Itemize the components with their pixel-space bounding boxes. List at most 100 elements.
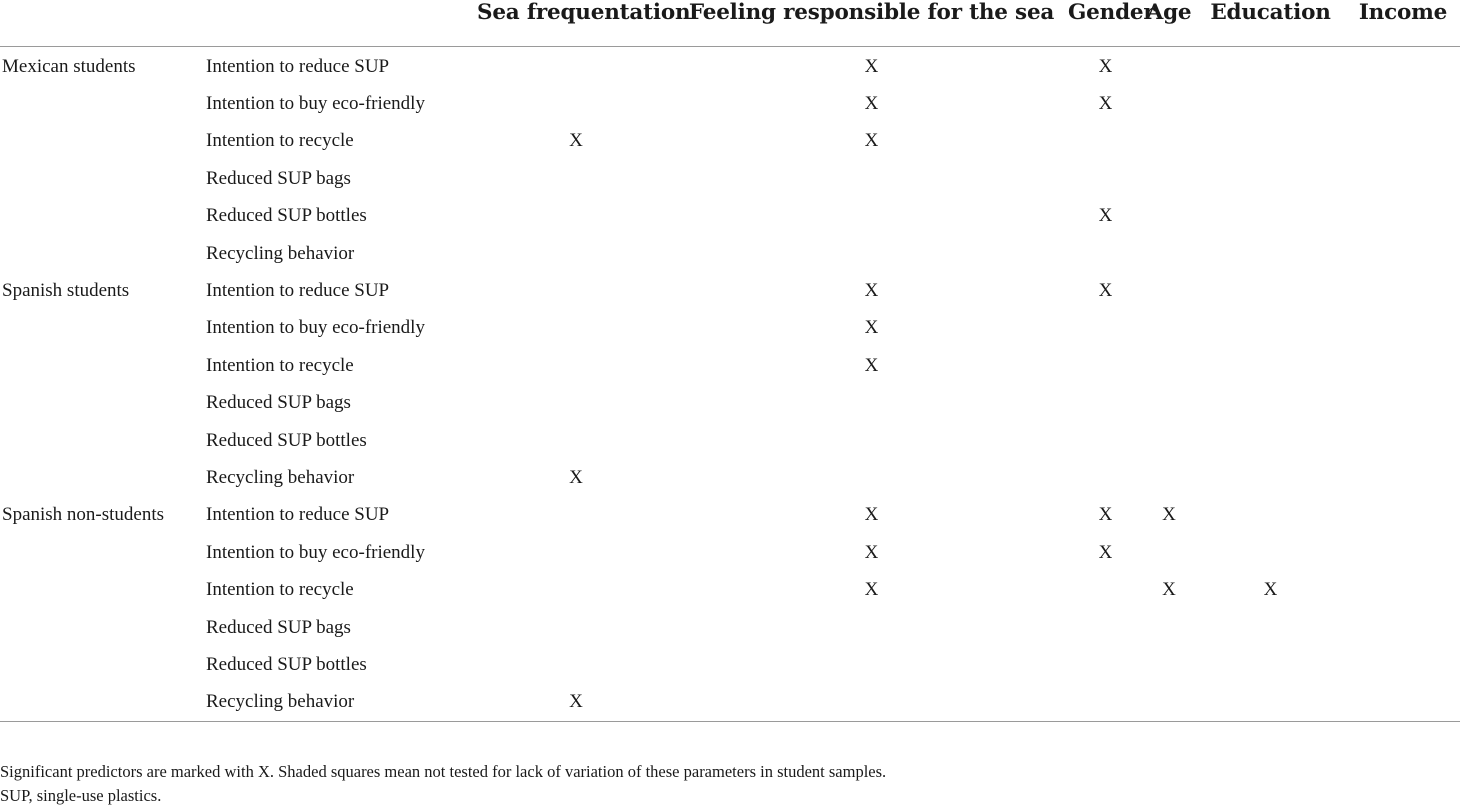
cell-age xyxy=(1143,385,1195,422)
header-age: Age xyxy=(1143,0,1195,47)
cell-sea-frequentation xyxy=(477,310,675,347)
row-outcome-label: Intention to reduce SUP xyxy=(206,55,390,77)
cell-gender: X xyxy=(1098,541,1113,563)
cell-sea-frequentation xyxy=(477,85,675,122)
cell-feeling-responsible: X xyxy=(864,504,879,526)
cell-gender: X xyxy=(1098,55,1113,77)
header-income: Income xyxy=(1346,0,1460,47)
cell-sea-frequentation: X xyxy=(477,683,675,723)
row-group-label xyxy=(0,571,206,608)
cell-sea-frequentation: X xyxy=(569,130,583,152)
table-row: Spanish students Intention to reduce SUP X… xyxy=(0,272,1460,309)
cell-feeling-responsible: X xyxy=(864,280,879,302)
cell-gender xyxy=(1068,235,1143,272)
row-outcome-label: Intention to buy eco-friendly xyxy=(206,93,425,115)
cell-age xyxy=(1143,422,1195,459)
cell-education xyxy=(1195,459,1346,496)
table-row: Mexican students Intention to reduce SUP X… xyxy=(0,47,1460,86)
header-row: Sea frequentation Feeling responsible fo… xyxy=(0,0,1460,47)
cell-sea-frequentation xyxy=(477,422,675,459)
header-gender: Gender xyxy=(1068,0,1155,47)
row-group-label: Spanish students xyxy=(2,280,130,302)
cell-gender xyxy=(1068,347,1143,384)
header-group xyxy=(0,0,206,47)
cell-income xyxy=(1346,571,1460,608)
cell-income xyxy=(1346,385,1460,422)
table-row: Recycling behavior X xyxy=(0,459,1460,496)
cell-feeling-responsible: X xyxy=(864,130,879,152)
cell-gender: X xyxy=(1098,205,1113,227)
table-row: Intention to buy eco-friendly X X xyxy=(0,85,1460,122)
cell-income xyxy=(1346,497,1460,534)
cell-income xyxy=(1346,534,1460,571)
cell-education xyxy=(1195,385,1346,422)
cell-gender xyxy=(1068,683,1143,723)
cell-income xyxy=(1346,646,1460,683)
row-group-label xyxy=(0,683,206,723)
cell-income xyxy=(1346,609,1460,646)
cell-sea-frequentation xyxy=(477,235,675,272)
table-row: Recycling behavior xyxy=(0,235,1460,272)
cell-age xyxy=(1143,272,1195,309)
cell-feeling-responsible xyxy=(675,160,1068,197)
cell-gender xyxy=(1068,459,1143,496)
cell-feeling-responsible xyxy=(675,646,1068,683)
cell-income xyxy=(1346,683,1460,723)
predictors-table: Sea frequentation Feeling responsible fo… xyxy=(0,0,1460,723)
table-header: Sea frequentation Feeling responsible fo… xyxy=(0,0,1460,47)
header-outcome xyxy=(206,0,477,47)
cell-feeling-responsible: X xyxy=(864,541,879,563)
cell-income xyxy=(1346,235,1460,272)
cell-income xyxy=(1346,310,1460,347)
row-group-label xyxy=(0,198,206,235)
cell-feeling-responsible xyxy=(675,198,1068,235)
cell-sea-frequentation xyxy=(477,47,675,86)
cell-education xyxy=(1195,646,1346,683)
cell-income xyxy=(1346,47,1460,86)
cell-age xyxy=(1143,160,1195,197)
row-outcome-label: Reduced SUP bags xyxy=(206,392,351,414)
footnote-significance: Significant predictors are marked with X… xyxy=(0,762,887,781)
cell-feeling-responsible: X xyxy=(864,579,879,601)
row-group-label xyxy=(0,385,206,422)
table-row: Reduced SUP bags xyxy=(0,609,1460,646)
row-group-label xyxy=(0,160,206,197)
row-outcome-label: Recycling behavior xyxy=(206,683,477,723)
cell-gender xyxy=(1068,571,1143,608)
table-row: Reduced SUP bottles xyxy=(0,422,1460,459)
table-row: Reduced SUP bags xyxy=(0,160,1460,197)
cell-feeling-responsible: X xyxy=(864,354,879,376)
cell-age xyxy=(1143,683,1195,723)
cell-gender xyxy=(1068,422,1143,459)
row-outcome-label: Recycling behavior xyxy=(206,466,355,488)
row-group-label xyxy=(0,609,206,646)
cell-education xyxy=(1195,85,1346,122)
row-group-label: Mexican students xyxy=(2,55,136,77)
row-group-label xyxy=(0,235,206,272)
cell-age xyxy=(1143,47,1195,86)
cell-education xyxy=(1195,683,1346,723)
row-group-label xyxy=(0,85,206,122)
cell-education xyxy=(1195,198,1346,235)
header-feeling-responsible: Feeling responsible for the sea xyxy=(675,0,1068,47)
cell-sea-frequentation xyxy=(477,160,675,197)
cell-education xyxy=(1195,609,1346,646)
cell-feeling-responsible: X xyxy=(864,93,879,115)
cell-sea-frequentation xyxy=(477,571,675,608)
cell-age xyxy=(1143,85,1195,122)
cell-sea-frequentation xyxy=(477,198,675,235)
cell-sea-frequentation xyxy=(477,646,675,683)
row-outcome-label: Intention to recycle xyxy=(206,354,354,376)
cell-feeling-responsible xyxy=(675,422,1068,459)
cell-education xyxy=(1195,272,1346,309)
table-row: Reduced SUP bottles xyxy=(0,646,1460,683)
cell-income xyxy=(1346,459,1460,496)
cell-age xyxy=(1143,235,1195,272)
cell-gender xyxy=(1068,385,1143,422)
cell-education xyxy=(1195,422,1346,459)
header-sea-frequentation: Sea frequentation xyxy=(477,0,691,47)
cell-gender: X xyxy=(1098,504,1113,526)
cell-sea-frequentation xyxy=(477,609,675,646)
table-row: Recycling behavior X xyxy=(0,683,1460,723)
cell-age: X xyxy=(1162,579,1176,601)
